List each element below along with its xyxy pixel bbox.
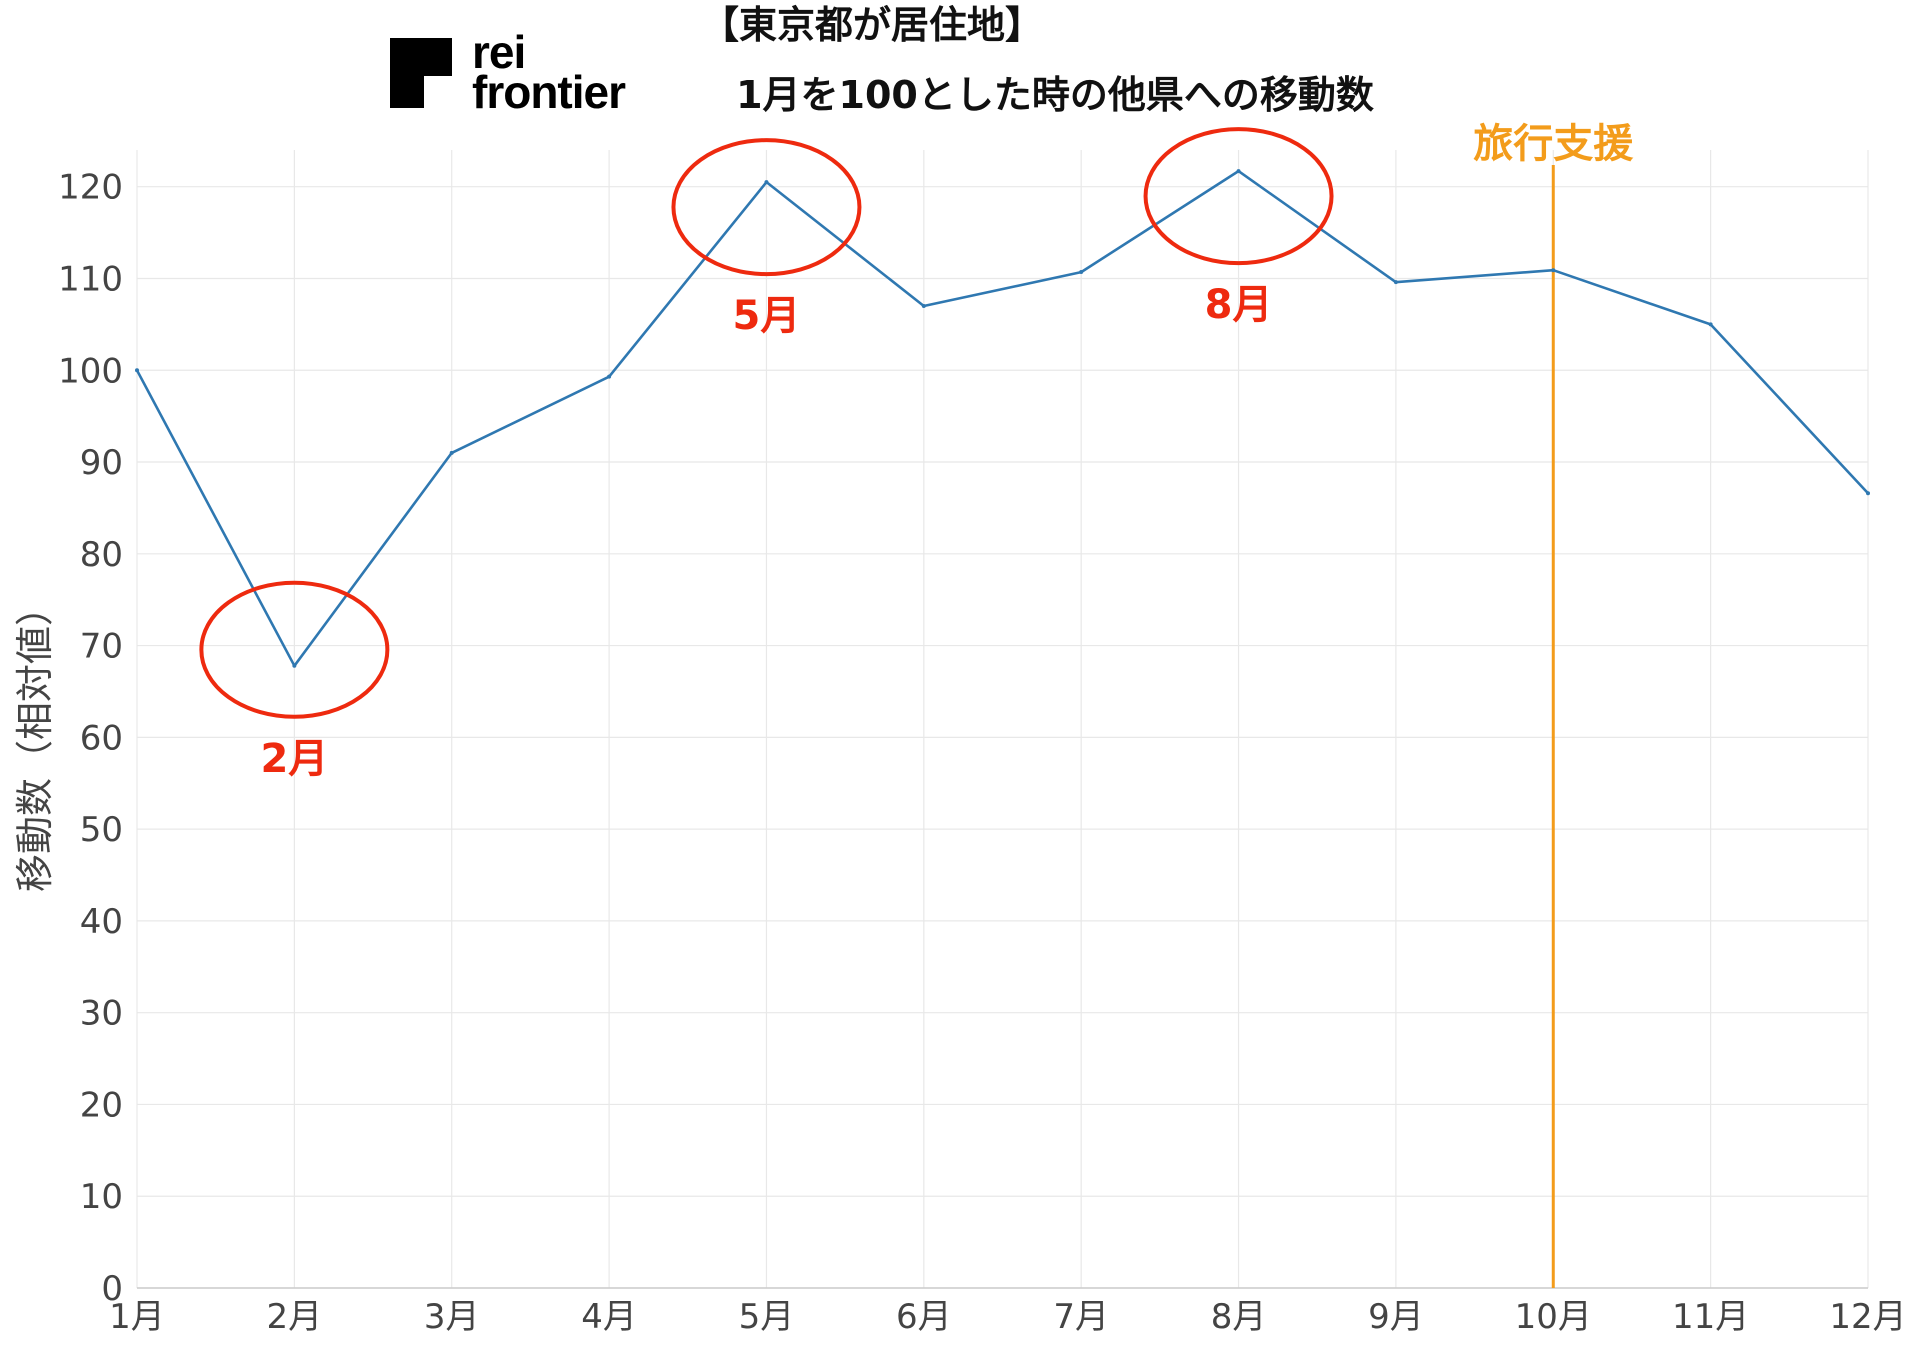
axes: 0 10 20 30 40 50 60 70 80 90 100 110 120 1月 2月 3月 4月 5月 6月… xyxy=(58,168,1906,1337)
annotation-label: 5月 xyxy=(733,293,801,339)
y-tick-label: 70 xyxy=(80,627,123,667)
x-tick-label: 10月 xyxy=(1515,1297,1592,1337)
annotation-circle xyxy=(199,580,390,719)
y-tick-label: 10 xyxy=(80,1177,123,1217)
y-tick-label: 20 xyxy=(80,1085,123,1125)
y-tick-label: 80 xyxy=(80,535,123,575)
data-point xyxy=(1708,322,1713,327)
logo: rei frontier xyxy=(390,26,627,118)
data-point xyxy=(135,368,139,373)
annotation-circle xyxy=(671,138,862,277)
x-tick-label: 5月 xyxy=(739,1297,795,1337)
y-tick-label: 60 xyxy=(80,718,123,758)
x-tick-label: 7月 xyxy=(1053,1297,1109,1337)
y-axis-label: 移動数（相対値） xyxy=(13,588,57,892)
y-tick-label: 0 xyxy=(101,1269,123,1309)
x-tick-label: 4月 xyxy=(581,1297,637,1337)
reference-line-label: 旅行支援 xyxy=(1473,121,1634,167)
y-tick-label: 30 xyxy=(80,994,123,1034)
data-point xyxy=(1393,280,1398,285)
y-tick-label: 90 xyxy=(80,443,123,483)
logo-text-line1: rei xyxy=(472,26,525,78)
annotation-label: 2月 xyxy=(260,736,328,782)
y-tick-label: 40 xyxy=(80,902,123,942)
data-point xyxy=(292,663,297,668)
annotation-circle xyxy=(1143,127,1334,266)
flag-logo-icon xyxy=(390,38,452,108)
y-tick-label: 100 xyxy=(58,351,123,391)
x-tick-label: 11月 xyxy=(1672,1297,1749,1337)
data-point xyxy=(1236,169,1241,174)
annotation-label: 8月 xyxy=(1205,282,1273,328)
x-tick-label: 2月 xyxy=(267,1297,323,1337)
y-tick-label: 110 xyxy=(58,259,123,299)
data-point xyxy=(1551,268,1556,273)
y-tick-label: 50 xyxy=(80,810,123,850)
data-point xyxy=(449,450,454,455)
x-tick-label: 9月 xyxy=(1368,1297,1424,1337)
x-tick-label: 3月 xyxy=(424,1297,480,1337)
logo-text-line2: frontier xyxy=(472,66,626,118)
x-tick-label: 6月 xyxy=(896,1297,952,1337)
data-point xyxy=(1866,491,1870,496)
chart-subtitle: 1月を100とした時の他県への移動数 xyxy=(736,73,1374,117)
data-point xyxy=(607,374,612,379)
reference-line-group: 旅行支援 xyxy=(1473,121,1634,1288)
y-tick-label: 120 xyxy=(58,168,123,208)
series-group xyxy=(135,169,1870,668)
annotations-group: 2月 5月 8月 xyxy=(199,127,1334,782)
data-point xyxy=(921,304,926,309)
x-tick-label: 8月 xyxy=(1211,1297,1267,1337)
data-point xyxy=(764,180,769,185)
x-tick-label: 1月 xyxy=(109,1297,165,1337)
grid xyxy=(136,150,1869,1289)
x-tick-label: 12月 xyxy=(1829,1297,1906,1337)
chart-title: 【東京都が居住地】 xyxy=(701,3,1043,47)
data-point xyxy=(1079,270,1084,275)
series-line xyxy=(135,169,1869,668)
